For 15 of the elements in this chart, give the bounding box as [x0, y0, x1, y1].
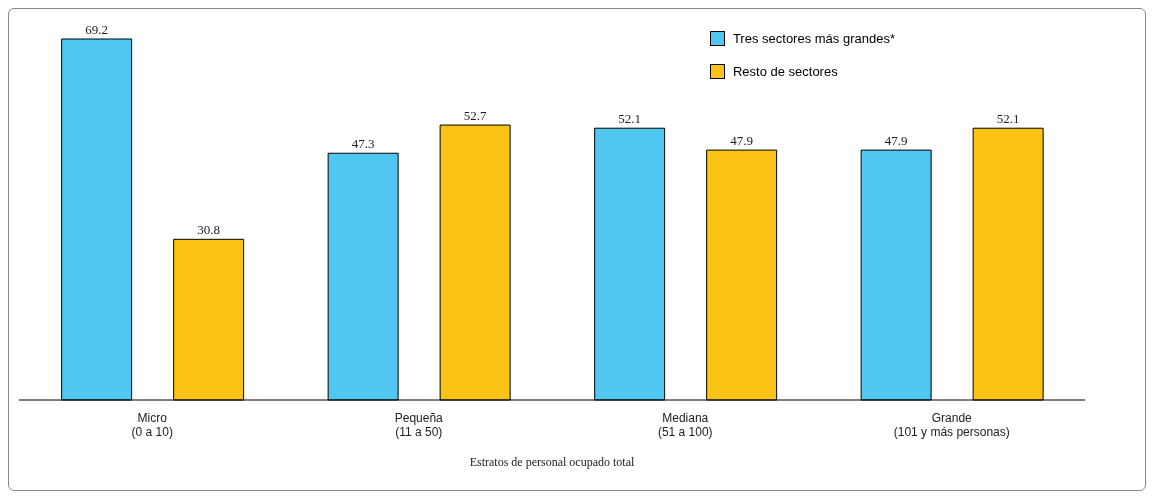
data-label: 30.8: [197, 222, 221, 238]
data-label: 69.2: [85, 22, 109, 37]
data-label: 52.7: [463, 108, 488, 124]
legend-label: Resto de sectores: [732, 64, 838, 79]
data-label: 47.9: [884, 133, 908, 149]
legend-label: Tres sectores más grandes*: [732, 31, 895, 46]
data-label: 47.9: [730, 133, 754, 149]
x-tick-label: Micro (0 a 10): [131, 411, 173, 439]
data-label: 52.1: [996, 111, 1020, 127]
data-label: 47.3: [351, 136, 375, 152]
data-label: 52.1: [618, 111, 642, 127]
x-tick-label: Grande (101 y más personas): [893, 411, 1010, 439]
x-tick-label: Pequeña (11 a 50): [394, 411, 444, 439]
x-tick-label: Mediana (51 a 100): [657, 411, 713, 439]
x-axis-title: Estratos de personal ocupado total: [469, 455, 635, 469]
